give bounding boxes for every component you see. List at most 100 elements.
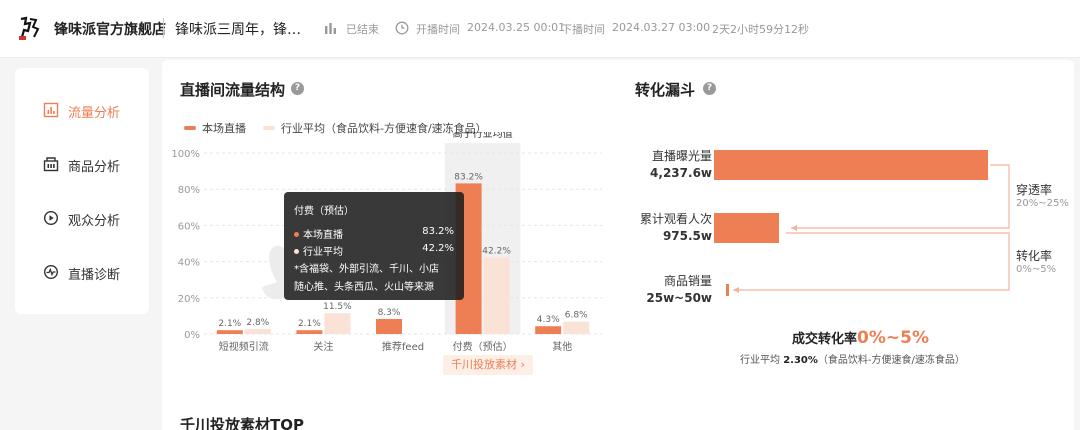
y-tick-label: 100% [171, 149, 200, 160]
x-tick-label: 其他 [552, 340, 572, 353]
funnel-stage-views: 累计观看人次 975.5w [640, 211, 712, 245]
material-top-title: 千川投放素材TOP [180, 416, 304, 430]
x-tick-label: 推荐feed [382, 340, 424, 353]
funnel-stage-value: 4,237.6w [650, 166, 712, 180]
bar-current-label: 4.3% [537, 315, 560, 325]
tooltip-row-label: 行业平均 [303, 247, 343, 258]
x-tick-label: 短视频引流 [219, 340, 269, 353]
live-duration: 2天2小时59分12秒 [712, 23, 809, 36]
header-bar: 锋味派官方旗舰店 锋味派三周年，锋… 已结束 开播时间 2024.03.25 0… [0, 0, 1080, 58]
legend-current[interactable]: 本场直播 [184, 120, 246, 136]
y-tick-label: 40% [178, 258, 200, 269]
y-tick-label: 80% [178, 185, 200, 196]
chart-tooltip: 付费（预估） 本场直播 83.2% 行业平均 42.2% *含福袋、外部引流、千… [284, 192, 464, 300]
penetration-rate-range: 20%~25% [1016, 198, 1069, 209]
y-tick-label: 60% [178, 221, 200, 232]
legend-industry[interactable]: 行业平均（食品饮料-方便速食/速冻食品） [263, 120, 487, 136]
start-time-label: 开播时间 [416, 23, 460, 36]
tooltip-dot-current [294, 231, 299, 237]
tooltip-note-1: *含福袋、外部引流、千川、小店 [294, 264, 439, 275]
header-divider [163, 18, 164, 38]
diagnosis-icon [43, 264, 59, 280]
clock-icon [395, 21, 409, 35]
funnel-stage-value: 25w~50w [646, 291, 712, 305]
tooltip-row-current: 本场直播 83.2% [294, 226, 454, 243]
sidebar-item-audience[interactable]: 观众分析 [15, 198, 149, 238]
bar-industry [324, 313, 351, 334]
shop-name[interactable]: 锋味派官方旗舰店 [54, 22, 166, 38]
funnel-arrow-1 [791, 225, 797, 231]
tooltip-row-value: 42.2% [422, 243, 454, 254]
x-tick-label: 付费（预估） [453, 340, 513, 353]
y-tick-label: 0% [184, 330, 200, 341]
bar-industry [244, 328, 271, 334]
conversion-rate-label: 转化率 [1016, 249, 1053, 263]
sidebar-item-traffic[interactable]: 流量分析 [15, 90, 149, 130]
x-tick-label: 关注 [313, 340, 333, 353]
tooltip-row-label: 本场直播 [303, 230, 343, 241]
funnel-stage-label: 商品销量 [663, 274, 712, 288]
goods-icon [43, 157, 59, 172]
bar-industry [563, 321, 590, 334]
sidebar-item-diagnosis[interactable]: 直播诊断 [15, 252, 149, 292]
bar-current-label: 83.2% [454, 172, 483, 182]
help-icon[interactable]: ? [291, 82, 304, 95]
industry-average: 行业平均 2.30%（食品饮料-方便速食/速冻食品） [740, 351, 965, 366]
bar-current-label: 8.3% [378, 308, 401, 318]
tooltip-dot-industry [294, 248, 299, 254]
play-circle-icon [43, 210, 59, 226]
funnel-bar-exposure [714, 150, 988, 180]
sidebar-item-label: 流量分析 [68, 106, 121, 121]
bar-chart-icon [325, 23, 336, 34]
legend-current-label: 本场直播 [202, 122, 246, 135]
deal-conversion: 成交转化率0%~5% [792, 328, 929, 348]
material-button[interactable]: 千川投放素材 › [443, 355, 533, 375]
industry-average-suffix: （食品饮料-方便速食/速冻食品） [817, 355, 965, 366]
bar-current [535, 326, 562, 334]
deal-conversion-label: 成交转化率 [792, 332, 858, 347]
funnel-stage-exposure: 直播曝光量 4,237.6w [650, 148, 712, 182]
penetration-rate-label: 穿透率 [1016, 183, 1053, 197]
funnel-stage-label: 直播曝光量 [651, 149, 712, 163]
funnel-title: 转化漏斗 [635, 81, 696, 99]
bar-industry-label: 42.2% [482, 247, 511, 257]
funnel-arrow-2 [733, 287, 739, 293]
bar-current [376, 318, 402, 334]
y-tick-label: 20% [178, 294, 200, 305]
industry-average-value: 2.30% [783, 355, 818, 366]
bar-current [296, 330, 323, 334]
bar-industry [483, 257, 510, 334]
funnel-connector-1 [791, 164, 1010, 229]
sidebar: 流量分析 商品分析 观众分析 直播诊断 [15, 68, 149, 314]
deal-conversion-value: 0%~5% [857, 328, 929, 348]
end-time: 2024.03.27 03:00 [612, 21, 711, 34]
conversion-rate-range: 0%~5% [1016, 264, 1057, 275]
live-title[interactable]: 锋味派三周年，锋… [175, 22, 301, 38]
bar-industry-label: 6.8% [565, 311, 588, 321]
funnel-bar-views [714, 213, 779, 243]
legend-swatch-industry [263, 126, 275, 130]
main-panel: 直播间流量结构 ? 本场直播 行业平均（食品饮料-方便速食/速冻食品） 高于行业… [162, 60, 1074, 430]
tooltip-row-value: 83.2% [422, 226, 454, 237]
funnel-bar-sales [726, 284, 729, 296]
tooltip-row-industry: 行业平均 42.2% [294, 243, 454, 260]
highlight-label: 高于行业均值 [453, 132, 513, 140]
end-time-label: 下播时间 [561, 23, 605, 36]
funnel-connector-2 [733, 232, 1010, 291]
shop-logo [19, 16, 40, 40]
tooltip-note-2: 随心推、头条西瓜、火山等来源 [294, 282, 434, 293]
bar-industry-label: 11.5% [323, 302, 352, 312]
bar-current-label: 2.1% [298, 319, 321, 329]
bar-current-label: 2.1% [218, 319, 241, 329]
sidebar-item-goods[interactable]: 商品分析 [15, 144, 149, 184]
tooltip-title: 付费（预估） [294, 206, 354, 217]
funnel-graphic [714, 150, 1010, 296]
bar-current [216, 330, 243, 334]
watermark-shape [262, 245, 290, 300]
start-time: 2024.03.25 00:01 [467, 21, 566, 34]
funnel-stage-value: 975.5w [662, 229, 712, 243]
help-icon[interactable]: ? [703, 82, 716, 95]
funnel-stage-sales: 商品销量 25w~50w [646, 273, 712, 307]
chart-icon [43, 102, 59, 118]
sidebar-item-label: 商品分析 [68, 160, 121, 175]
